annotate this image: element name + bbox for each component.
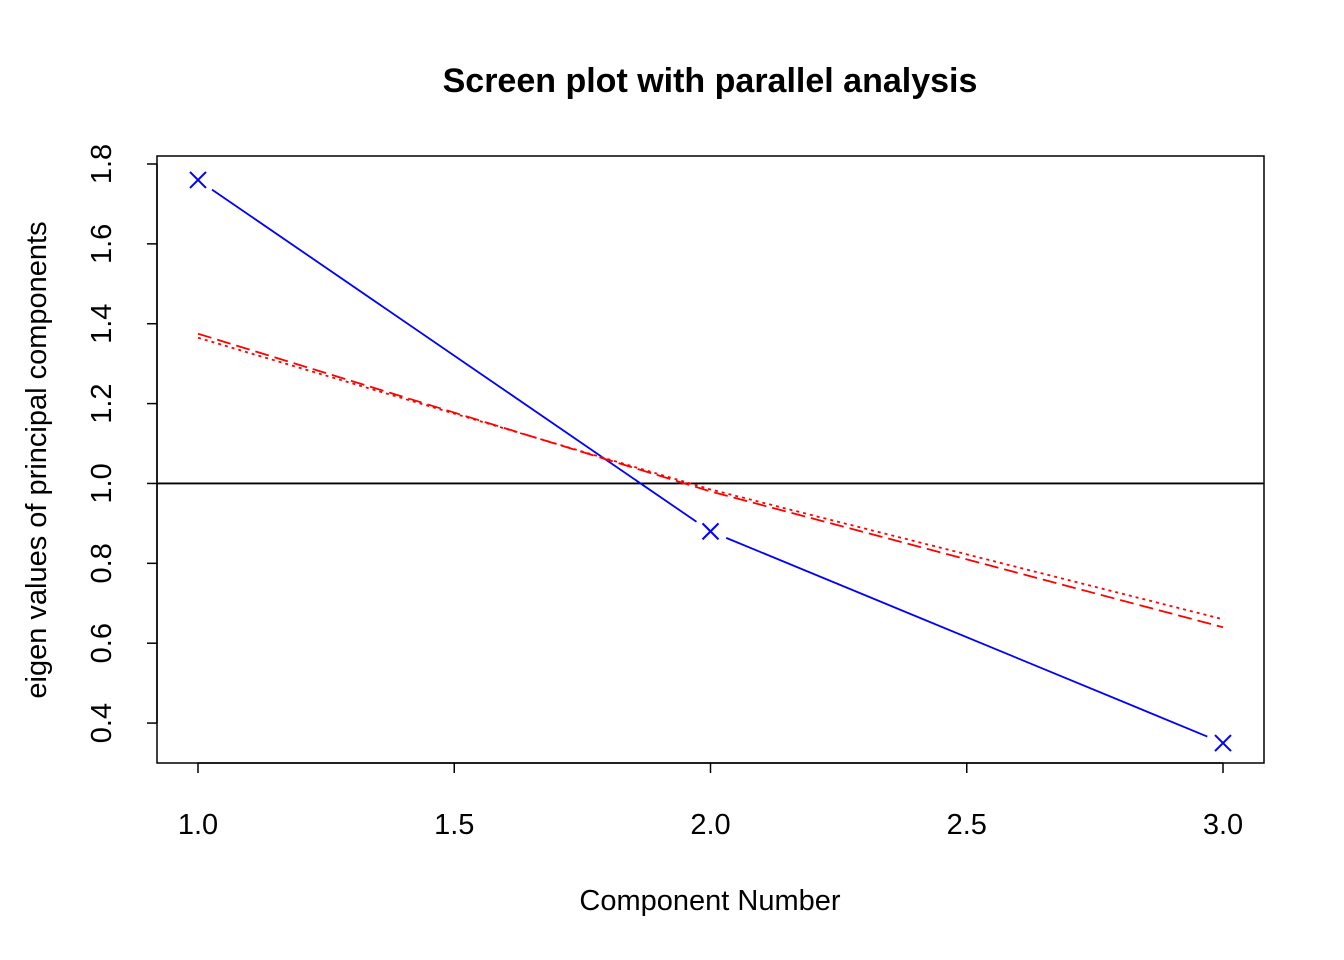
y-tick-label: 0.8 [86,543,118,583]
y-axis: 0.4 0.6 0.8 1.0 1.2 1.4 1.6 1.8 [86,144,158,743]
x-axis: 1.0 1.5 2.0 2.5 3.0 [178,762,1243,841]
series-1-segment [211,188,697,523]
series-group [189,171,1232,752]
y-tick-label: 0.6 [86,623,118,663]
x-tick-label: 2.0 [690,809,730,841]
series-3-line [197,336,1224,621]
series-2-line [197,332,1224,629]
x-axis-label: Component Number [579,885,840,917]
x-tick-label: 1.5 [434,809,474,841]
y-axis-label: eigen values of principal components [21,221,53,698]
y-tick-label: 1.0 [86,463,118,503]
y-tick-label: 1.2 [86,383,118,423]
x-tick-label: 3.0 [1203,809,1243,841]
chart-title: Screen plot with parallel analysis [443,62,978,100]
series-1-point [1214,734,1232,752]
x-tick-label: 1.0 [178,809,218,841]
plot-frame [156,155,1265,764]
y-tick-label: 1.8 [86,144,118,184]
series-1-point [701,522,720,541]
y-tick-label: 1.4 [86,304,118,344]
y-tick-label: 1.6 [86,224,118,264]
series-1-point [189,171,207,189]
y-tick-label: 0.4 [86,703,118,743]
x-tick-label: 2.5 [947,809,987,841]
series-1-segment [725,537,1208,738]
